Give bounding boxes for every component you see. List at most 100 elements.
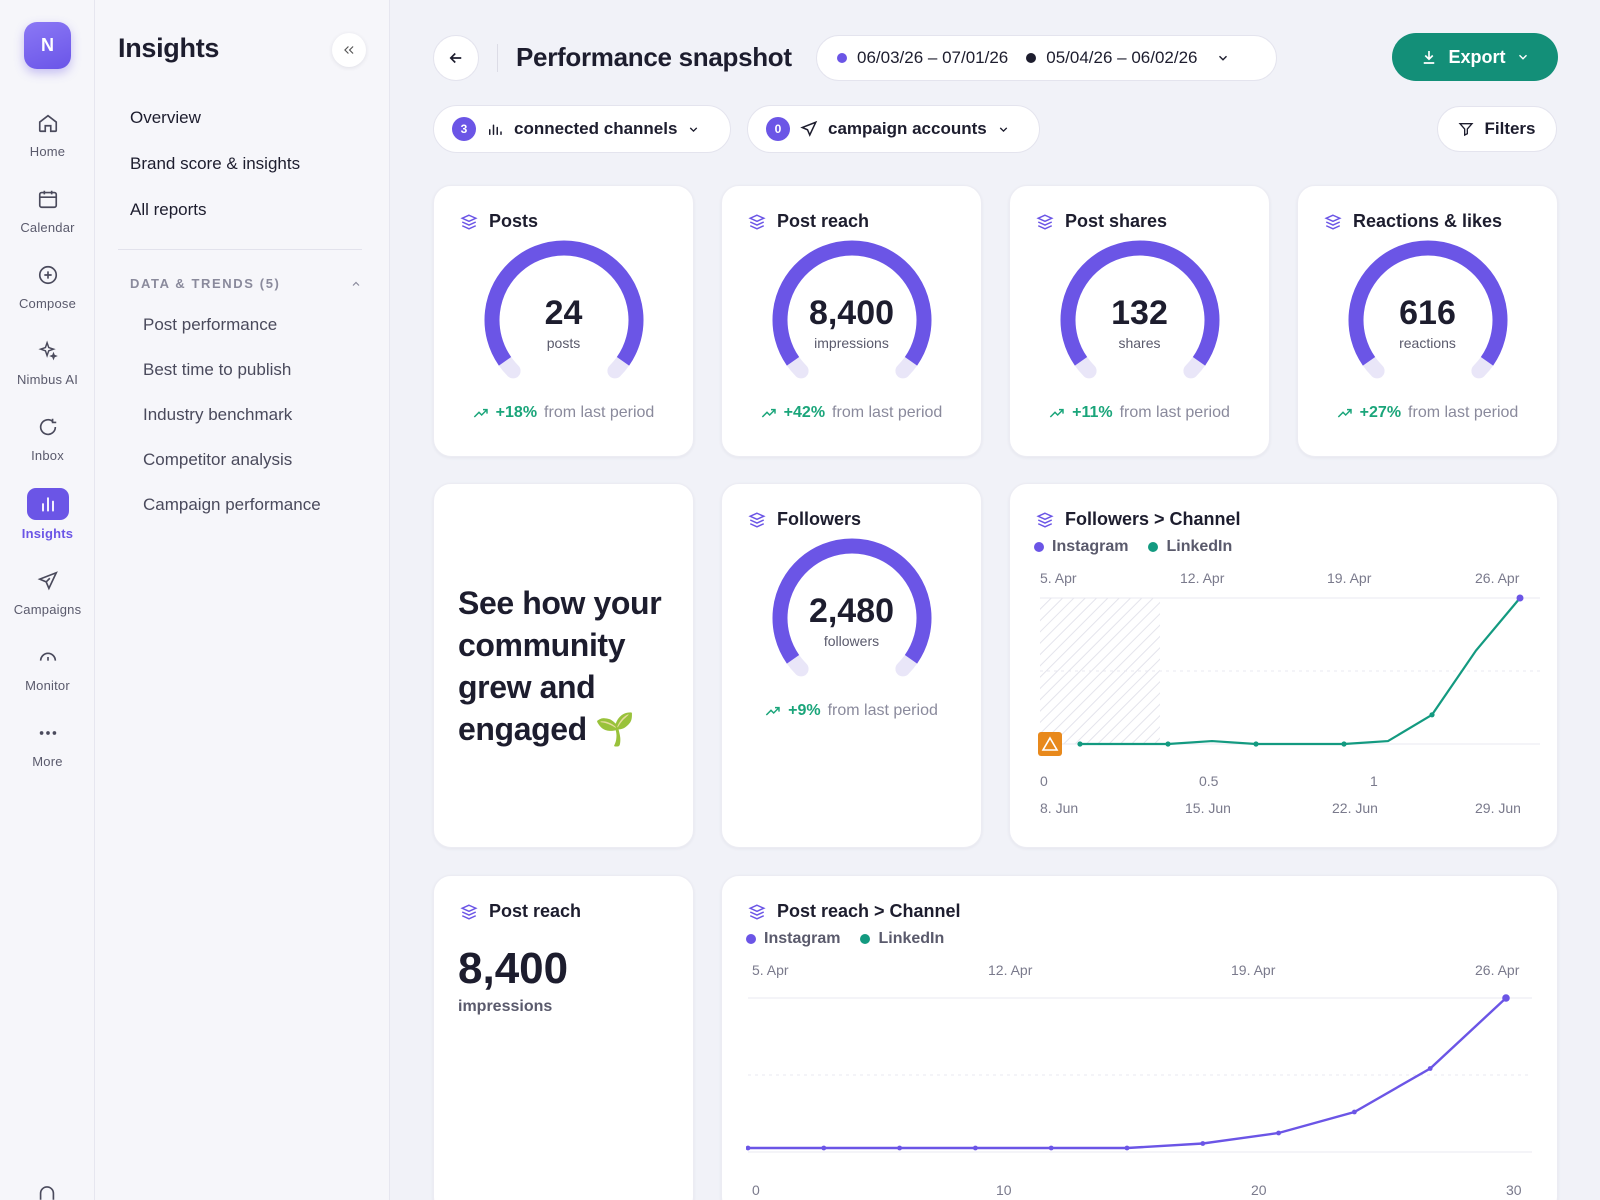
metric-value: 8,400	[808, 294, 895, 332]
rail-item-monitor[interactable]: Monitor	[0, 642, 95, 708]
refresh-icon	[33, 412, 63, 442]
insights-sidebar: Insights Overview Brand score & insights…	[95, 0, 390, 1200]
section-label: DATA & TRENDS (5)	[130, 276, 281, 291]
accounts-count-badge: 0	[766, 117, 790, 141]
chevron-down-icon	[1218, 55, 1227, 61]
data-point	[1048, 1145, 1054, 1151]
sidebar-item-all-reports[interactable]: All reports	[130, 200, 207, 219]
bell-icon[interactable]	[36, 1183, 58, 1200]
reach-summary-card: Post reach 8,400 impressions	[433, 875, 694, 1200]
rail-item-home[interactable]: Home	[0, 108, 95, 174]
data-point	[746, 1145, 751, 1151]
calendar-icon	[33, 184, 63, 214]
sidebar-item-best-time[interactable]: Best time to publish	[143, 360, 292, 379]
chevron-down-icon	[1518, 54, 1527, 60]
legend-item-linkedin[interactable]: LinkedIn	[860, 930, 944, 948]
card-title-text: Post reach	[489, 901, 582, 921]
funnel-icon	[1459, 123, 1474, 137]
legend-label: Instagram	[764, 930, 841, 947]
connected-channels-filter[interactable]: 3 connected channels	[433, 105, 731, 153]
rail-item-compose[interactable]: Compose	[0, 260, 95, 326]
rail-item-campaigns[interactable]: Campaigns	[0, 566, 95, 632]
legend-item-instagram[interactable]: Instagram	[1034, 538, 1128, 556]
export-button[interactable]: Export	[1392, 33, 1558, 81]
collapse-sidebar-button[interactable]	[332, 33, 366, 67]
stack-icon	[460, 213, 478, 231]
seedling-emoji: 🌱	[595, 711, 635, 747]
metric-card-post-reach: Post reach 8,400 impressions +42% from l…	[721, 185, 982, 457]
rail-label: Home	[29, 144, 66, 159]
rail-label: Inbox	[31, 448, 64, 463]
y-tick: 0	[1040, 773, 1048, 789]
card-title: Posts	[460, 211, 538, 232]
campaign-accounts-filter[interactable]: 0 campaign accounts	[747, 105, 1040, 153]
rail-item-more[interactable]: More	[0, 718, 95, 784]
top-tick: 19. Apr	[1327, 570, 1372, 586]
data-point	[1427, 1066, 1433, 1071]
metric-card-posts: Posts 24 posts +18% from last period	[433, 185, 694, 457]
card-title-text: Post shares	[1065, 211, 1168, 231]
sidebar-item-industry-benchmark[interactable]: Industry benchmark	[143, 405, 293, 424]
arrow-left-icon	[449, 52, 462, 64]
delta-value: +27%	[1359, 404, 1402, 421]
gauge-ring	[1060, 240, 1220, 379]
sidebar-item-brand-score[interactable]: Brand score & insights	[130, 154, 301, 173]
data-point	[973, 1145, 978, 1151]
workspace-avatar[interactable]: N	[24, 22, 71, 69]
export-label: Export	[1448, 46, 1506, 67]
card-title-text: Posts	[489, 211, 539, 231]
gauge-ring	[772, 538, 932, 677]
delta-value: +18%	[495, 404, 538, 421]
data-trends-section-toggle[interactable]: DATA & TRENDS (5)	[130, 276, 362, 291]
current-range-dot	[837, 53, 847, 63]
app-rail: N Home Calendar Compose Nimbus AI Inbox	[0, 0, 95, 1200]
back-button[interactable]	[433, 35, 479, 81]
card-title: Followers	[748, 509, 861, 530]
plus-circle-icon	[33, 260, 63, 290]
data-point	[1352, 1109, 1357, 1115]
followers-line-chart	[1038, 594, 1540, 756]
top-tick: 26. Apr	[1475, 962, 1520, 978]
previous-range: 05/04/26 – 06/02/26	[1046, 48, 1198, 67]
top-tick: 12. Apr	[988, 962, 1033, 978]
stack-icon	[748, 903, 766, 921]
gauge-fill	[772, 538, 932, 664]
data-point	[1429, 712, 1435, 718]
rail-label: Calendar	[20, 220, 75, 235]
series-line-linkedin	[1080, 597, 1521, 746]
chevron-down-icon	[690, 126, 698, 132]
metric-delta: +27% from last period	[1298, 404, 1557, 422]
card-title: Post reach	[460, 901, 581, 922]
sidebar-item-competitor-analysis[interactable]: Competitor analysis	[143, 450, 293, 469]
card-title: Post reach > Channel	[748, 901, 961, 922]
gauge-fill	[1348, 240, 1508, 366]
warning-icon	[1038, 732, 1062, 756]
gauge-icon	[33, 642, 63, 672]
sidebar-item-campaign-performance[interactable]: Campaign performance	[143, 495, 321, 514]
filters-button[interactable]: Filters	[1437, 106, 1557, 152]
rail-item-inbox[interactable]: Inbox	[0, 412, 95, 478]
home-icon	[33, 108, 63, 138]
rail-item-insights[interactable]: Insights	[0, 488, 95, 554]
data-point	[1341, 741, 1347, 747]
gauge-fill	[772, 240, 932, 366]
sidebar-item-post-performance[interactable]: Post performance	[143, 315, 278, 334]
latest-point	[1516, 594, 1524, 602]
metric-delta: +9% from last period	[722, 702, 981, 720]
rail-item-nimbus-ai[interactable]: Nimbus AI	[0, 336, 95, 402]
sidebar-item-overview[interactable]: Overview	[130, 108, 201, 127]
metric-unit: shares	[1118, 335, 1161, 351]
data-point	[1276, 1130, 1281, 1136]
metric-value: 24	[544, 294, 583, 332]
channels-label: connected channels	[514, 119, 678, 138]
data-point	[1253, 741, 1259, 747]
date-range-picker[interactable]: 06/03/26 – 07/01/26 05/04/26 – 06/02/26	[816, 35, 1277, 81]
promo-headline: See how your community grew and engaged	[458, 585, 662, 747]
data-point	[1124, 1145, 1130, 1151]
bottom-tick: 10	[996, 1182, 1012, 1198]
delta-value: +11%	[1072, 404, 1113, 421]
rail-item-calendar[interactable]: Calendar	[0, 184, 95, 250]
legend-item-linkedin[interactable]: LinkedIn	[1148, 538, 1232, 556]
legend-item-instagram[interactable]: Instagram	[746, 930, 840, 948]
series-line-instagram	[748, 997, 1507, 1150]
